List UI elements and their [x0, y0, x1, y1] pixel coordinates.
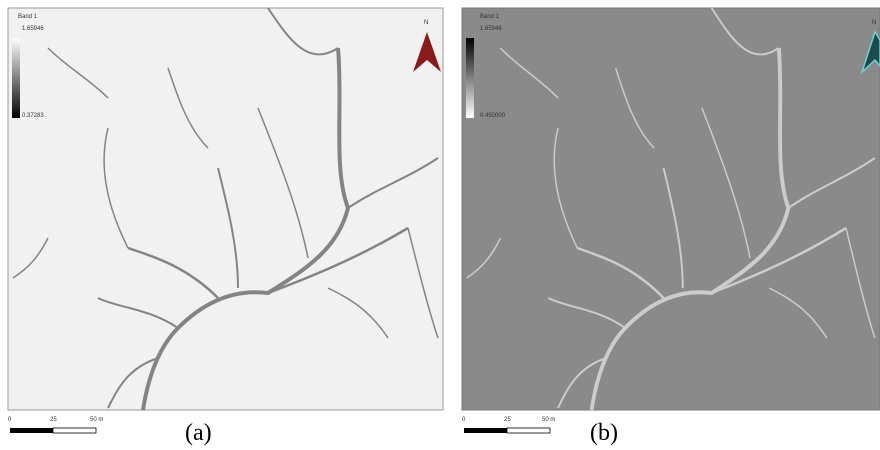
scale-bar — [53, 428, 96, 433]
legend-ramp — [466, 38, 474, 118]
scale-label: 25 — [50, 417, 57, 423]
north-label: N — [424, 20, 428, 26]
legend-max: 1.65946 — [22, 26, 44, 32]
legend-title: Band 1 — [480, 14, 500, 20]
scale-label: 25 — [504, 417, 511, 423]
map-a — [8, 8, 443, 410]
caption: (a) — [185, 420, 212, 445]
scale-label: 0 — [8, 417, 12, 423]
legend-ramp — [12, 38, 20, 118]
panel-a: Band 1 1.65946 0.37283 N 0 25 50 m (a) — [8, 8, 443, 445]
figure: Band 1 1.65946 0.37283 N 0 25 50 m (a) B… — [0, 0, 880, 445]
scale-label: 50 m — [542, 417, 555, 423]
north-label: N — [872, 20, 876, 26]
legend-min: 0.450000 — [480, 113, 506, 119]
scale-bar — [10, 428, 53, 433]
scale-bar — [507, 428, 550, 433]
legend-max: 1.65946 — [480, 26, 502, 32]
panel-b: Band 1 1.65946 0.450000 N 0 25 50 m (b) — [462, 8, 880, 445]
legend-min: 0.37283 — [22, 113, 44, 119]
legend-title: Band 1 — [18, 14, 38, 20]
scale-label: 50 m — [90, 417, 103, 423]
caption: (b) — [590, 420, 618, 445]
map-b — [462, 8, 880, 410]
scale-label: 0 — [462, 417, 466, 423]
scale-bar — [464, 428, 507, 433]
